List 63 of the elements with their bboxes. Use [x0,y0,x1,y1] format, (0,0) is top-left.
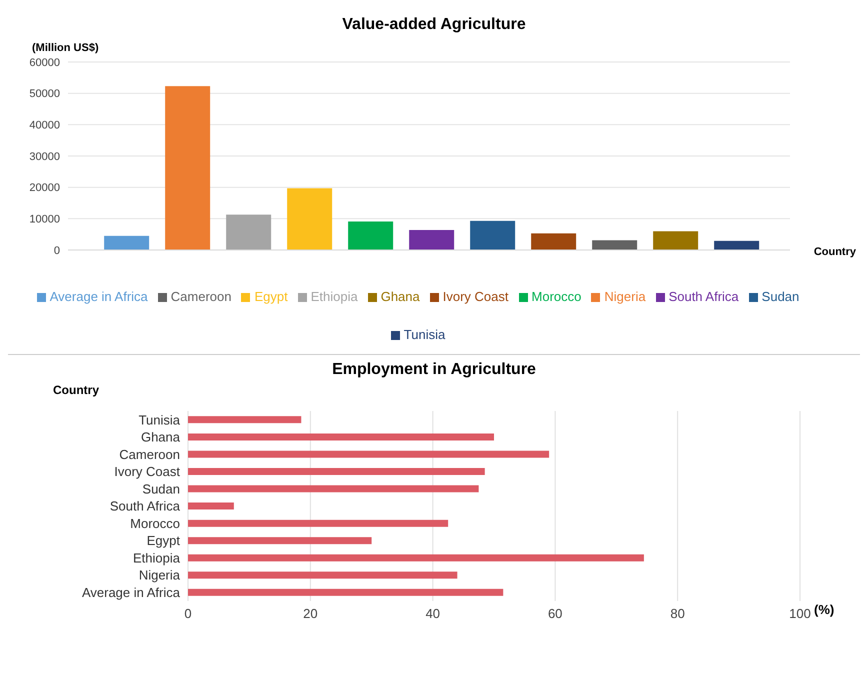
bar [226,214,272,250]
chart-title: Value-added Agriculture [341,15,527,34]
legend-label: Egypt [254,289,288,304]
y-tick-label: Ghana [140,430,181,445]
y-tick-label: 20000 [29,182,60,194]
bar [188,468,485,475]
y-tick-label: Tunisia [138,412,181,428]
y-axis-title: Country [53,383,100,397]
legend-label: Ethiopia [310,289,358,304]
bar [188,485,479,492]
legend-label: Ghana [380,289,420,304]
x-tick-label: 20 [303,606,318,622]
bar [188,554,644,562]
x-axis-title: (%) [814,602,834,617]
legend-label: Sudan [762,289,800,304]
bar [188,433,494,440]
y-tick-label: 0 [54,244,60,257]
legend-label: Average in Africa [50,289,148,304]
y-tick-label: Ethiopia [133,550,181,566]
y-tick-label: Cameroon [119,446,180,462]
chart-title: Employment in Agriculture [331,360,537,379]
bar [165,86,210,250]
bar [188,450,550,458]
bar [104,236,150,250]
x-tick-label: 80 [670,606,685,622]
y-tick-label: Morocco [130,516,180,531]
bar [531,233,576,250]
bar [188,520,448,527]
bar [592,240,638,250]
bar [470,220,516,250]
legend-label: Cameroon [170,289,232,304]
bar [653,231,698,250]
bar [188,502,234,510]
y-tick-label: Average in Africa [82,584,181,600]
y-tick-label: Nigeria [138,568,181,583]
bar [348,221,394,250]
legend-label: South Africa [668,289,739,304]
y-tick-label: 60000 [29,56,60,69]
y-tick-label: Ivory Coast [114,464,180,480]
x-axis-title: Country [814,246,856,258]
bar [188,416,302,424]
legend-label: Nigeria [604,289,646,304]
legend-label: Tunisia [404,327,446,342]
y-tick-label: 40000 [29,120,60,132]
y-tick-label: Egypt [146,533,180,548]
x-tick-label: 40 [426,606,440,622]
y-tick-label: 30000 [29,150,60,163]
bar [188,572,458,579]
bar [188,537,372,544]
x-tick-label: 100 [789,606,811,622]
bar [287,188,332,250]
x-tick-label: 0 [184,606,192,622]
legend-label: Ivory Coast [442,289,509,304]
bar [714,240,760,250]
y-tick-label: 10000 [29,214,60,226]
x-tick-label: 60 [548,606,562,622]
y-tick-label: South Africa [110,498,181,514]
y-axis-title: (Million US$) [32,42,100,54]
y-tick-label: Sudan [142,481,180,496]
y-tick-label: 50000 [29,88,60,100]
bar [188,588,504,596]
bar [409,230,454,250]
legend-label: Morocco [532,289,582,304]
